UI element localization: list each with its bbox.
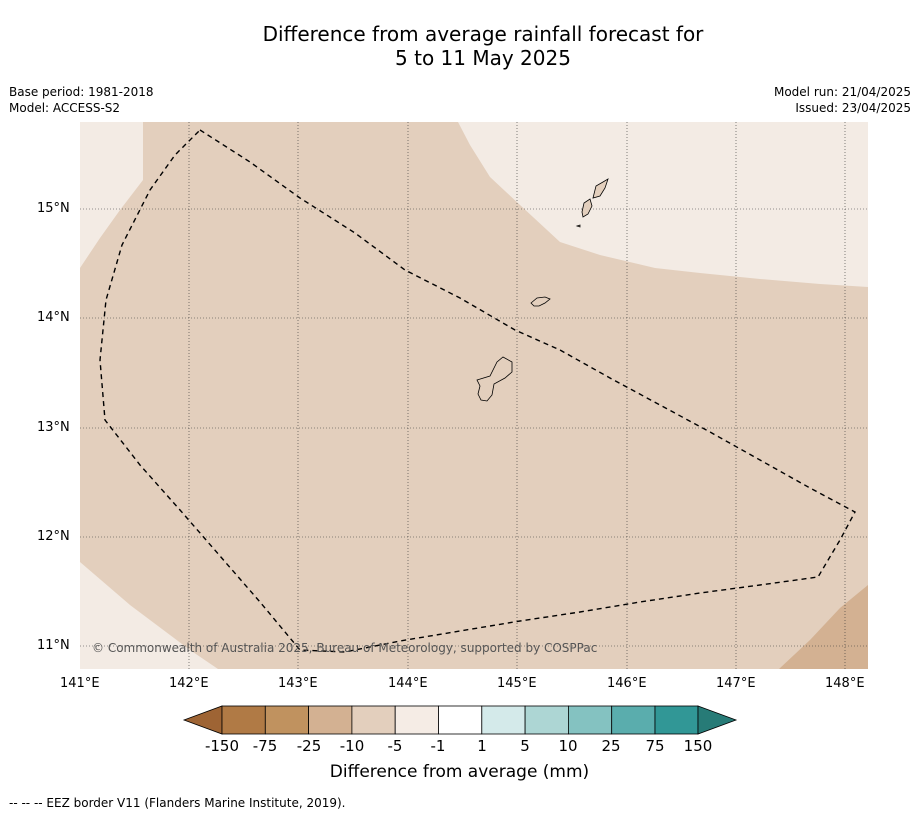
- colorbar-bin-6: [438, 705, 483, 735]
- colorbar-tick: -75: [252, 737, 278, 755]
- lon-label-144: 144°E: [388, 676, 428, 691]
- zone-minus5-minus10: [80, 122, 868, 669]
- copyright-notice: © Commonwealth of Australia 2025, Bureau…: [92, 641, 598, 655]
- colorbar-tick: 10: [558, 737, 578, 755]
- colorbar-tick: -5: [387, 737, 403, 755]
- colorbar-bin-9: [568, 705, 613, 735]
- eez-footnote: -- -- -- EEZ border V11 (Flanders Marine…: [9, 796, 346, 810]
- colorbar-label: Difference from average (mm): [329, 762, 590, 782]
- lon-label-142: 142°E: [169, 676, 209, 691]
- colorbar-tick: -150: [204, 737, 240, 755]
- colorbar-bin-3: [308, 705, 353, 735]
- colorbar-extend-low: [182, 705, 223, 735]
- zone-minus10-minus25: [779, 585, 868, 669]
- colorbar: [182, 705, 738, 735]
- island-guam: [476, 356, 513, 402]
- lon-label-147: 147°E: [716, 676, 756, 691]
- colorbar-extend-high: [697, 705, 738, 735]
- island-saipan: [592, 178, 609, 199]
- gridlines: [80, 122, 868, 669]
- colorbar-tick: 5: [520, 737, 530, 755]
- title-line-1: Difference from average rainfall forecas…: [262, 22, 704, 46]
- meta-right: Model run: 21/04/2025 Issued: 23/04/2025: [774, 84, 911, 116]
- model-name: Model: ACCESS-S2: [9, 101, 121, 115]
- colorbar-tick: -10: [339, 737, 365, 755]
- map-title: Difference from average rainfall forecas…: [0, 22, 919, 70]
- colorbar-bin-4: [351, 705, 396, 735]
- lon-label-141: 141°E: [60, 676, 100, 691]
- colorbar-bin-8: [524, 705, 569, 735]
- lon-label-146: 146°E: [607, 676, 647, 691]
- colorbar-bin-1: [221, 705, 266, 735]
- colorbar-tick: 1: [477, 737, 487, 755]
- lon-label-148: 148°E: [825, 676, 865, 691]
- issued-date: Issued: 23/04/2025: [795, 101, 911, 115]
- meta-left: Base period: 1981-2018 Model: ACCESS-S2: [9, 84, 154, 116]
- island-aguijan: [575, 224, 581, 228]
- colorbar-bin-10: [611, 705, 656, 735]
- colorbar-bin-5: [394, 705, 439, 735]
- lat-label-13: 13°N: [37, 420, 70, 435]
- lon-label-145: 145°E: [497, 676, 537, 691]
- eez-border: [99, 129, 856, 653]
- lon-label-143: 143°E: [278, 676, 318, 691]
- lat-label-12: 12°N: [37, 529, 70, 544]
- colorbar-tick: 25: [601, 737, 621, 755]
- base-period: Base period: 1981-2018: [9, 85, 154, 99]
- lat-label-15: 15°N: [37, 201, 70, 216]
- lat-label-11: 11°N: [37, 638, 70, 653]
- model-run: Model run: 21/04/2025: [773, 85, 911, 99]
- lat-label-14: 14°N: [37, 310, 70, 325]
- colorbar-tick: 150: [683, 737, 713, 755]
- colorbar-tick: -1: [430, 737, 446, 755]
- colorbar-bin-7: [481, 705, 526, 735]
- colorbar-tick: 75: [645, 737, 665, 755]
- island-tinian: [581, 198, 593, 218]
- islands: [476, 178, 609, 402]
- title-line-2: 5 to 11 May 2025: [395, 46, 571, 70]
- colorbar-bin-2: [264, 705, 309, 735]
- colorbar-bin-11: [654, 705, 699, 735]
- colorbar-tick: -25: [296, 737, 322, 755]
- island-rota: [530, 296, 551, 307]
